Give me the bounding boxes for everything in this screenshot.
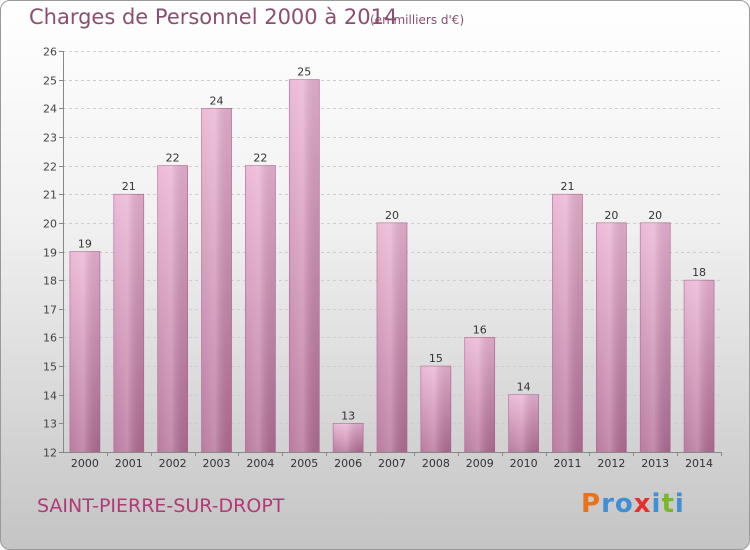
- logo-letter: r: [601, 489, 615, 519]
- bar-sheen-2003: [201, 108, 232, 453]
- y-tick-label: 14: [43, 390, 57, 403]
- data-label-2001: 21: [122, 180, 136, 193]
- y-tick-label: 19: [43, 247, 57, 260]
- y-tick-label: 26: [43, 46, 57, 59]
- data-label-2002: 22: [166, 152, 180, 165]
- data-label-2010: 14: [517, 381, 531, 394]
- x-tick-label-2009: 2009: [466, 457, 494, 470]
- bar-sheen-2009: [464, 337, 495, 452]
- x-tick-label-2008: 2008: [422, 457, 450, 470]
- x-tick-label-2013: 2013: [641, 457, 669, 470]
- bar-sheen-2001: [113, 194, 144, 452]
- x-tick-label-2011: 2011: [553, 457, 581, 470]
- bar-sheen-2012: [596, 222, 627, 452]
- data-label-2007: 20: [385, 209, 399, 222]
- proxiti-logo[interactable]: Proxiti: [581, 489, 685, 519]
- x-tick-label-2007: 2007: [378, 457, 406, 470]
- data-label-2006: 13: [341, 409, 355, 422]
- bar-sheen-2005: [289, 79, 320, 453]
- bar-sheen-2011: [552, 194, 583, 452]
- logo-letter: i: [674, 489, 685, 519]
- y-tick-label: 25: [43, 75, 57, 88]
- data-label-2013: 20: [648, 209, 662, 222]
- data-label-2009: 16: [473, 323, 487, 336]
- y-tick-label: 23: [43, 132, 57, 145]
- y-tick-label: 24: [43, 103, 57, 116]
- y-tick-label: 21: [43, 189, 57, 202]
- data-label-2008: 15: [429, 352, 443, 365]
- bar-sheen-2007: [377, 222, 407, 452]
- data-label-2004: 22: [253, 152, 267, 165]
- chart-title: Charges de Personnel 2000 à 2014: [29, 5, 398, 29]
- logo-letter: i: [651, 489, 662, 519]
- data-label-2003: 24: [210, 94, 224, 107]
- bar-sheen-2000: [69, 251, 100, 452]
- x-tick-label-2012: 2012: [597, 457, 625, 470]
- bar-sheen-2010: [508, 394, 539, 452]
- x-tick-label-2001: 2001: [115, 457, 143, 470]
- logo-letter: o: [614, 489, 634, 519]
- x-tick-label-2014: 2014: [685, 457, 713, 470]
- data-label-2012: 20: [604, 209, 618, 222]
- x-tick-label-2003: 2003: [203, 457, 231, 470]
- data-label-2005: 25: [297, 66, 311, 79]
- x-tick-label-2010: 2010: [510, 457, 538, 470]
- y-tick-label: 17: [43, 304, 57, 317]
- logo-letter: t: [661, 489, 675, 519]
- data-label-2000: 19: [78, 238, 92, 251]
- y-tick-label: 18: [43, 275, 57, 288]
- y-tick-label: 12: [43, 447, 57, 460]
- bar-sheen-2008: [420, 366, 451, 452]
- chart-subtitle: (en milliers d'€): [370, 13, 465, 27]
- logo-letter: P: [581, 489, 602, 519]
- town-name: SAINT-PIERRE-SUR-DROPT: [37, 495, 285, 517]
- data-label-2011: 21: [560, 180, 574, 193]
- y-tick-label: 16: [43, 332, 57, 345]
- y-tick-label: 15: [43, 361, 57, 374]
- bar-sheen-2006: [333, 423, 364, 452]
- data-label-2014: 18: [692, 266, 706, 279]
- x-tick-label-2002: 2002: [159, 457, 187, 470]
- x-tick-label-2004: 2004: [246, 457, 274, 470]
- x-tick-label-2000: 2000: [71, 457, 99, 470]
- x-tick-label-2006: 2006: [334, 457, 362, 470]
- bar-sheen-2002: [157, 165, 188, 453]
- y-tick-label: 20: [43, 218, 57, 231]
- bar-sheen-2004: [245, 165, 276, 453]
- x-tick-label-2005: 2005: [290, 457, 318, 470]
- y-tick-label: 22: [43, 161, 57, 174]
- bar-sheen-2013: [640, 222, 671, 452]
- bar-sheen-2014: [684, 280, 715, 452]
- logo-letter: x: [633, 489, 652, 519]
- y-tick-label: 13: [43, 418, 57, 431]
